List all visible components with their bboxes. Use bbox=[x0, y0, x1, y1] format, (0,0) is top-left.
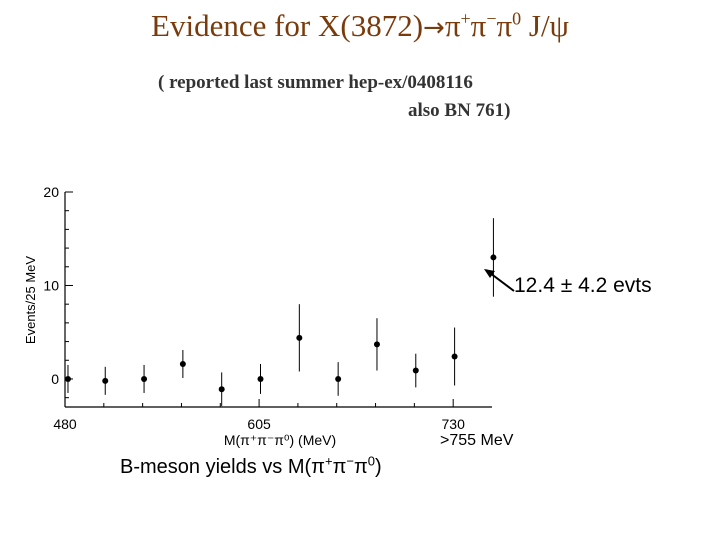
data-point bbox=[335, 375, 342, 382]
y-tick-label: 10 bbox=[43, 277, 59, 293]
x-tick-label: 480 bbox=[53, 416, 77, 432]
data-point bbox=[102, 377, 109, 384]
mass-range-label: >755 MeV bbox=[440, 432, 514, 449]
signal-yield-annotation: 12.4 ± 4.2 evts bbox=[514, 274, 652, 297]
annotation-arrowhead bbox=[484, 269, 495, 278]
data-points bbox=[64, 218, 497, 407]
data-point bbox=[141, 375, 148, 382]
x-tick-label: 730 bbox=[442, 416, 466, 432]
plot-frame bbox=[64, 192, 492, 408]
subtitle-line-1: ( reported last summer hep-ex/0408116 bbox=[158, 72, 473, 93]
data-point bbox=[257, 375, 264, 382]
page-title: Evidence for X(3872)→π+π−π0 J/ψ bbox=[151, 8, 569, 43]
x-axis-label: M(π⁺π⁻π⁰) (MeV) bbox=[224, 432, 336, 448]
data-point bbox=[64, 375, 71, 382]
axis-ticks bbox=[64, 191, 454, 407]
data-point bbox=[296, 334, 303, 341]
subtitle-line-2: also BN 761) bbox=[408, 100, 511, 121]
x-tick-label: 605 bbox=[247, 416, 271, 432]
chart-caption: B-meson yields vs M(π+π−π0) bbox=[120, 453, 382, 478]
data-point bbox=[218, 386, 225, 393]
y-tick-label: 20 bbox=[43, 184, 59, 200]
data-point bbox=[179, 361, 186, 367]
arrow-icon: → bbox=[423, 13, 445, 43]
tick-labels: 0 10 20 480 605 730 bbox=[43, 184, 465, 432]
y-tick-label: 0 bbox=[51, 371, 59, 387]
data-point bbox=[412, 367, 419, 374]
data-point bbox=[451, 353, 458, 360]
data-point bbox=[490, 254, 497, 261]
data-point bbox=[373, 341, 380, 348]
y-axis-label: Events/25 MeV bbox=[23, 256, 38, 344]
